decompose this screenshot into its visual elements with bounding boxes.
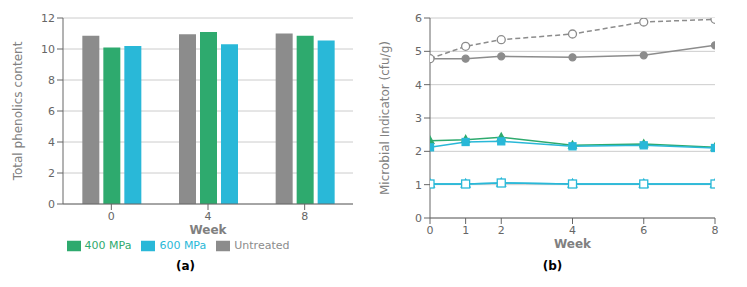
svg-text:4: 4 (205, 210, 212, 223)
svg-text:Week: Week (554, 237, 592, 251)
html-text:(a): (a) (176, 259, 195, 273)
html-text:400 MPa: 400 MPa (84, 239, 132, 252)
svg-text:1: 1 (415, 179, 422, 192)
svg-text:6: 6 (415, 12, 422, 25)
svg-text:Total phenolics content: Total phenolics content (11, 41, 25, 181)
svg-text:0: 0 (427, 224, 434, 237)
svg-text:0: 0 (108, 210, 115, 223)
svg-text:2: 2 (498, 224, 505, 237)
svg-text:2: 2 (415, 145, 422, 158)
svg-text:4: 4 (48, 136, 55, 149)
svg-text:8: 8 (712, 224, 719, 237)
svg-text:4: 4 (415, 79, 422, 92)
svg-text:8: 8 (301, 210, 308, 223)
svg-text:12: 12 (41, 12, 55, 25)
svg-text:10: 10 (41, 43, 55, 56)
html-text:600 MPa: 600 MPa (159, 239, 207, 252)
svg-text:2: 2 (48, 167, 55, 180)
html-text:Untreated: Untreated (234, 239, 290, 252)
svg-text:4: 4 (569, 224, 576, 237)
svg-text:5: 5 (415, 45, 422, 58)
svg-text:0: 0 (48, 198, 55, 211)
svg-text:Week: Week (189, 223, 227, 237)
svg-text:Microbial Indicator (cfu/g): Microbial Indicator (cfu/g) (378, 41, 392, 195)
svg-text:6: 6 (48, 105, 55, 118)
svg-text:8: 8 (48, 74, 55, 87)
html-text:(b): (b) (542, 259, 563, 273)
svg-text:3: 3 (415, 112, 422, 125)
svg-text:0: 0 (415, 212, 422, 225)
svg-text:6: 6 (640, 224, 647, 237)
svg-text:1: 1 (462, 224, 469, 237)
